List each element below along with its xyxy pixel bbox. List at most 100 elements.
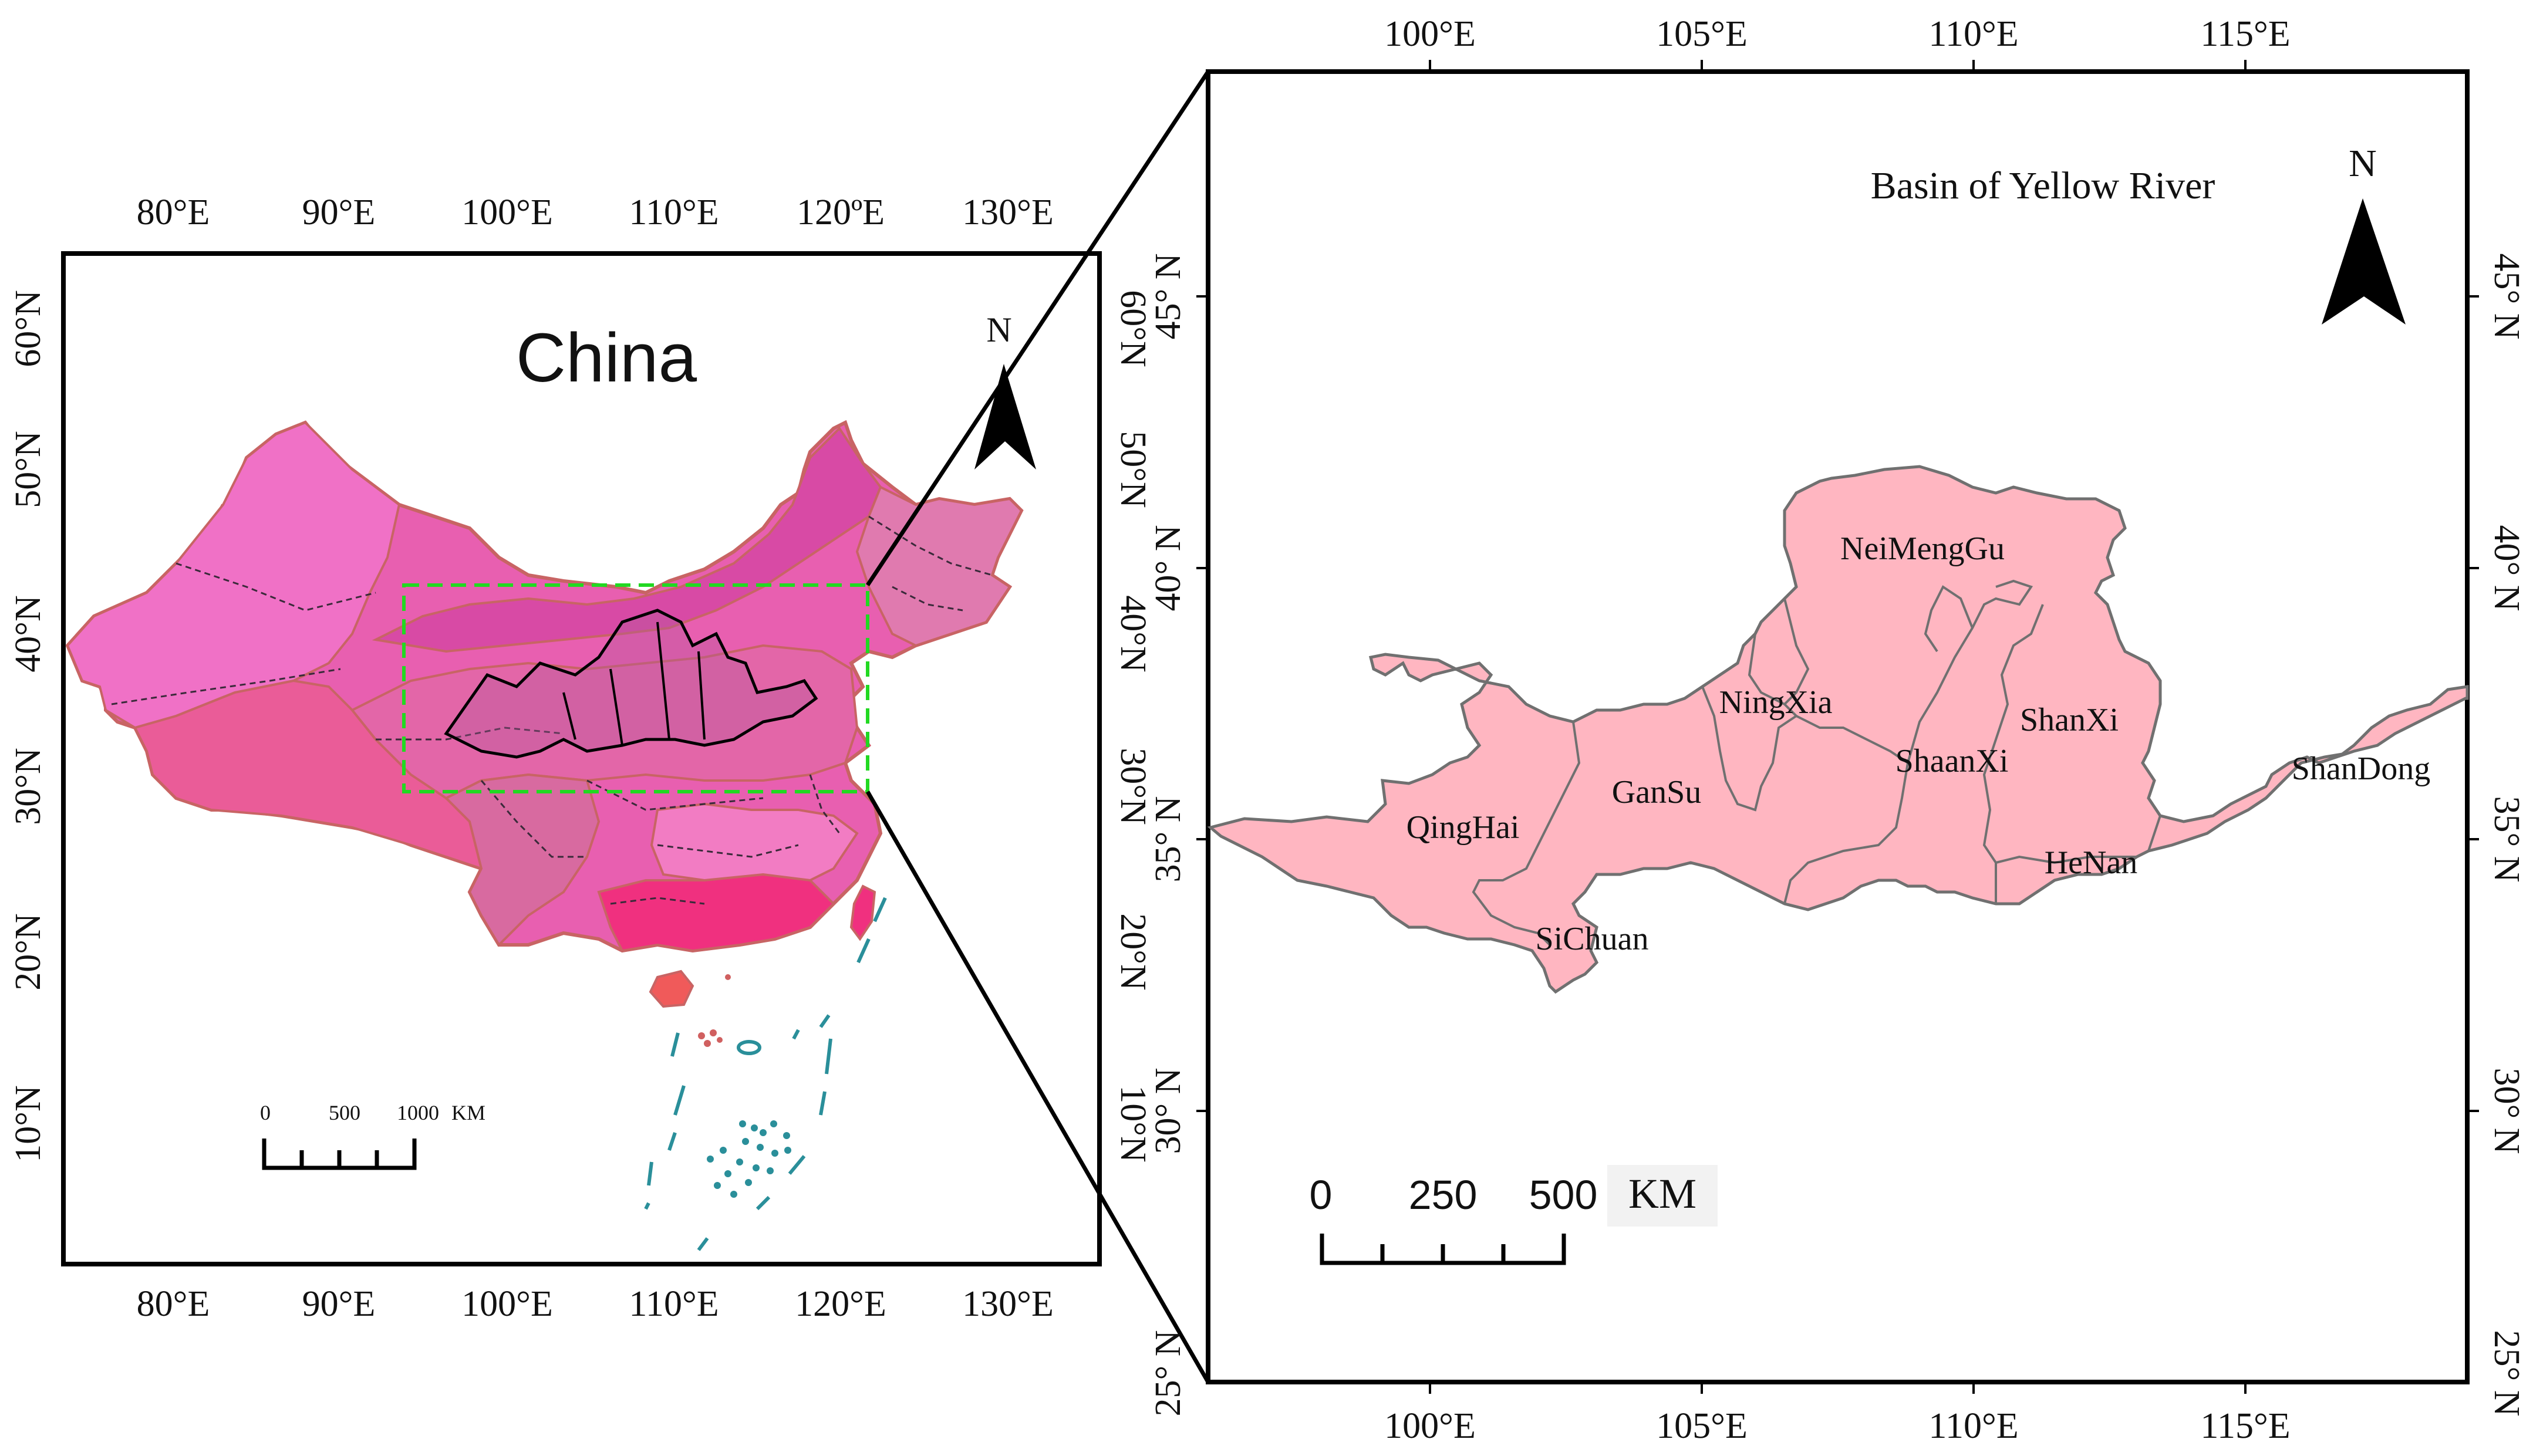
province-label-neimenggu: NeiMengGu (1840, 531, 2005, 567)
southwest-region (444, 773, 601, 947)
basin-map-title: Basin of Yellow River (1871, 164, 2215, 207)
basin-right-lat-35: 35° N (2487, 796, 2527, 882)
china-left-lat-40: 40°N (8, 595, 48, 673)
basin-scale-label-0: 0 (1310, 1172, 1333, 1218)
basin-bottom-lon-115: 115°E (2200, 1406, 2290, 1446)
china-bottom-lon-120: 120°E (795, 1284, 886, 1324)
basin-north-label: N (2349, 142, 2377, 185)
china-right-lat-20: 20°N (1113, 913, 1153, 991)
china-scale-bar-line (262, 1139, 417, 1170)
yellow-river-basin-inset-outline (444, 609, 818, 759)
province-label-sichuan: SiChuan (1536, 921, 1649, 957)
basin-scale-bar: 0 250 500 KM (1310, 1165, 1718, 1265)
basin-bottom-lon-105: 105°E (1656, 1406, 1748, 1446)
china-bottom-lon-110: 110°E (629, 1284, 719, 1324)
basin-right-lat-30: 30° N (2487, 1067, 2527, 1154)
china-province-boundaries (111, 515, 993, 905)
basin-right-lat-40: 40° N (2487, 525, 2527, 611)
china-land (65, 420, 1024, 1008)
china-left-lat-20: 20°N (8, 913, 48, 991)
china-top-lon-110: 110°E (629, 192, 719, 232)
spratly-island-dots (707, 1120, 791, 1198)
china-top-lon-90: 90°E (302, 192, 376, 232)
china-right-lat-ticks: 10°N 20°N 30°N 40°N 50°N 60°N (1113, 290, 1153, 1163)
china-map-title: China (516, 319, 697, 397)
province-labels: NeiMengGu NingXia ShanXi ShaanXi GanSu Q… (1407, 531, 2431, 957)
china-top-lon-130: 130°E (962, 192, 1054, 232)
china-left-lat-60: 60°N (8, 290, 48, 367)
china-bottom-lon-100: 100°E (461, 1284, 553, 1324)
province-label-shaanxi: ShaanXi (1895, 743, 2009, 779)
china-left-lat-50: 50°N (8, 431, 48, 508)
basin-frame-ticks (1196, 60, 2479, 1394)
china-bottom-lon-90: 90°E (302, 1284, 376, 1324)
china-left-lat-ticks: 10°N 20°N 30°N 40°N 50°N 60°N (8, 290, 48, 1163)
china-bottom-lon-130: 130°E (962, 1284, 1054, 1324)
basin-scale-unit: KM (1628, 1170, 1696, 1217)
basin-province-boundaries (1472, 579, 2161, 946)
china-bottom-lon-80: 80°E (137, 1284, 210, 1324)
basin-left-lat-45: 45° N (1148, 253, 1188, 339)
basin-top-lon-ticks: 100°E 105°E 110°E 115°E (1384, 14, 2291, 54)
taiwan-island (849, 884, 876, 941)
china-scale-unit: KM (451, 1101, 485, 1124)
china-top-lon-100: 100°E (461, 192, 553, 232)
china-right-lat-30: 30°N (1113, 748, 1153, 825)
province-label-qinghai: QingHai (1407, 809, 1520, 846)
province-label-henan: HeNan (2045, 844, 2138, 881)
china-right-lat-60: 60°N (1113, 290, 1153, 367)
china-right-lat-10: 10°N (1113, 1085, 1153, 1163)
north-arrow-icon (2322, 198, 2406, 325)
basin-top-lon-105: 105°E (1656, 14, 1748, 54)
china-left-lat-10: 10°N (8, 1085, 48, 1163)
china-north-arrow: N (974, 310, 1036, 469)
basin-right-lat-25: 25° N (2487, 1330, 2527, 1416)
northeast-region (855, 485, 1023, 647)
china-scale-bar: 0 500 1000 KM (260, 1101, 485, 1170)
basin-scale-label-500: 500 (1529, 1172, 1598, 1218)
inner-mongolia-region (372, 426, 882, 653)
basin-bottom-lon-ticks: 100°E 105°E 110°E 115°E (1384, 1406, 2291, 1446)
basin-right-lat-ticks: 25° N 30° N 35° N 40° N 45° N (2487, 253, 2527, 1416)
basin-top-lon-100: 100°E (1384, 14, 1476, 54)
china-map-panel: 80°E 90°E 100°E 110°E 120ºE 130°E 80°E 9… (8, 192, 1153, 1324)
basin-top-lon-115: 115°E (2200, 14, 2290, 54)
basin-bottom-lon-100: 100°E (1384, 1406, 1476, 1446)
china-top-lon-120: 120ºE (797, 192, 885, 232)
basin-left-lat-35: 35° N (1148, 796, 1188, 882)
paracel-islands-mark (737, 1040, 761, 1055)
basin-scale-unit-bg (1607, 1165, 1718, 1227)
south-china-sea-islands (644, 897, 887, 1251)
province-label-shandong: ShanDong (2292, 751, 2430, 787)
basin-scale-label-250: 250 (1409, 1172, 1478, 1218)
china-right-lat-40: 40°N (1113, 595, 1153, 673)
basin-bottom-lon-110: 110°E (1928, 1406, 2018, 1446)
province-label-gansu: GanSu (1612, 774, 1701, 810)
province-label-ningxia: NingXia (1719, 684, 1833, 721)
basin-left-lat-ticks: 25° N 30° N 35° N 40° N 45° N (1148, 253, 1188, 1416)
xinjiang-region (66, 421, 401, 729)
yellow-river-basin-inset-divisions (562, 621, 706, 746)
connector-bottom (865, 791, 1210, 1383)
china-scale-label-0: 0 (260, 1101, 271, 1124)
china-top-lon-ticks: 80°E 90°E 100°E 110°E 120ºE 130°E (137, 192, 1054, 232)
south-central-region (650, 802, 859, 882)
province-label-shanxi: ShanXi (2020, 702, 2119, 738)
north-arrow-icon (974, 364, 1036, 469)
china-scale-label-500: 500 (329, 1101, 360, 1124)
basin-north-arrow: N (2322, 142, 2406, 325)
china-scale-label-1000: 1000 (397, 1101, 439, 1124)
china-right-lat-50: 50°N (1113, 431, 1153, 508)
basin-right-lat-45: 45° N (2487, 253, 2527, 339)
connector-top (866, 70, 1210, 586)
basin-left-lat-40: 40° N (1148, 525, 1188, 611)
china-north-label: N (986, 310, 1011, 349)
basin-left-lat-25: 25° N (1148, 1330, 1188, 1416)
china-top-lon-80: 80°E (137, 192, 210, 232)
zoom-connector-lines (865, 70, 1210, 1383)
basin-left-lat-30: 30° N (1148, 1067, 1188, 1154)
yellow-river-basin (1207, 465, 2469, 994)
coastal-islet-dots (698, 974, 731, 1047)
basin-map-panel: 100°E 105°E 110°E 115°E 100°E 105°E 110°… (1148, 14, 2527, 1446)
